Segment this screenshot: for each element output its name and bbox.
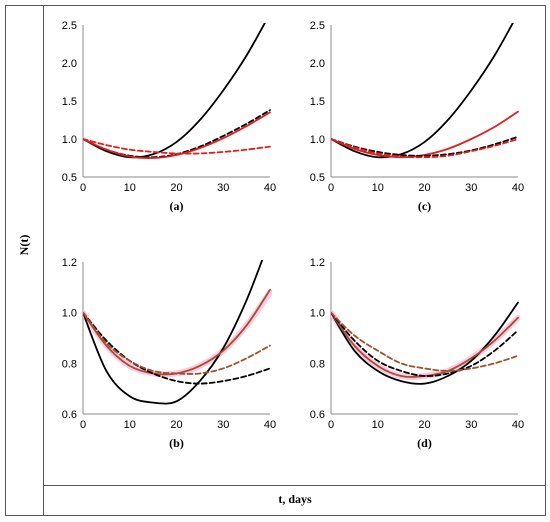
x-tick-label: 0: [328, 182, 334, 194]
y-tick-label: 1.0: [310, 134, 325, 146]
y-tick-label: 0.6: [310, 409, 325, 421]
y-tick-label: 2.5: [310, 20, 325, 32]
panel-label: (d): [417, 436, 432, 450]
series-line-3: [83, 311, 271, 385]
x-tick-label: 40: [264, 182, 276, 194]
y-tick-label: 1.2: [62, 257, 77, 269]
panel-0: 0.5 1.0 1.5 2.0 2.5 0 10 20 30 40 (a): [62, 20, 276, 213]
series-line-3: [331, 311, 519, 377]
y-tick-label: 1.5: [310, 96, 325, 108]
series-line-0: [331, 23, 514, 159]
y-axis-title: N(t): [17, 235, 31, 256]
x-tick-label: 0: [80, 419, 86, 431]
series-line-2: [331, 135, 519, 157]
x-tick-label: 20: [418, 182, 430, 194]
x-tick-label: 40: [512, 419, 524, 431]
y-tick-label: 2.0: [62, 58, 77, 70]
series-line-1: [331, 301, 519, 385]
y-tick-label: 2.5: [62, 20, 77, 32]
x-tick-label: 40: [512, 182, 524, 194]
panel-2: 0.6 0.8 1.0 1.2 0 10 20 30 40 (b): [62, 257, 276, 450]
series-line-0: [83, 23, 266, 159]
x-tick-label: 20: [418, 419, 430, 431]
x-tick-label: 30: [217, 182, 229, 194]
x-tick-label: 10: [124, 182, 136, 194]
panel-label: (c): [418, 199, 431, 213]
x-tick-label: 10: [372, 419, 384, 431]
y-tick-label: 0.8: [310, 358, 325, 370]
panel-3: 0.6 0.8 1.0 1.2 0 10 20 30 40 (d): [310, 257, 524, 450]
y-tick-label: 0.8: [62, 358, 77, 370]
y-tick-label: 0.6: [62, 409, 77, 421]
x-tick-label: 0: [328, 419, 334, 431]
chart-panels: 0.5 1.0 1.5 2.0 2.5 0 10 20 30 40 (a) 0.5 1.0 1.5 2.0 2…: [62, 20, 524, 450]
y-tick-label: 0.5: [62, 172, 77, 184]
x-tick-label: 30: [465, 419, 477, 431]
x-tick-label: 20: [170, 419, 182, 431]
y-tick-label: 1.0: [62, 134, 77, 146]
series-line-4: [83, 311, 271, 375]
y-tick-label: 2.0: [310, 58, 325, 70]
y-tick-label: 1.5: [62, 96, 77, 108]
outer-frame: [5, 5, 546, 516]
panel-1: 0.5 1.0 1.5 2.0 2.5 0 10 20 30 40 (c): [310, 20, 524, 213]
series-line-2: [83, 288, 271, 376]
x-tick-label: 40: [264, 419, 276, 431]
y-tick-label: 0.5: [310, 172, 325, 184]
x-tick-label: 30: [465, 182, 477, 194]
panel-label: (b): [169, 436, 184, 450]
y-tick-label: 1.2: [310, 257, 325, 269]
x-tick-label: 30: [217, 419, 229, 431]
series-line-3: [331, 138, 519, 159]
series-line-0: [83, 289, 272, 378]
x-tick-label: 10: [124, 419, 136, 431]
series-line-2: [83, 111, 271, 159]
x-tick-label: 0: [80, 182, 86, 194]
x-tick-label: 20: [170, 182, 182, 194]
x-axis-title: t, days: [278, 492, 312, 506]
x-tick-label: 10: [372, 182, 384, 194]
series-line-1: [331, 110, 519, 159]
series-line-1: [83, 260, 264, 405]
series-line-4: [331, 311, 519, 372]
y-tick-label: 1.0: [62, 308, 77, 320]
panel-label: (a): [170, 199, 184, 213]
y-tick-label: 1.0: [310, 308, 325, 320]
